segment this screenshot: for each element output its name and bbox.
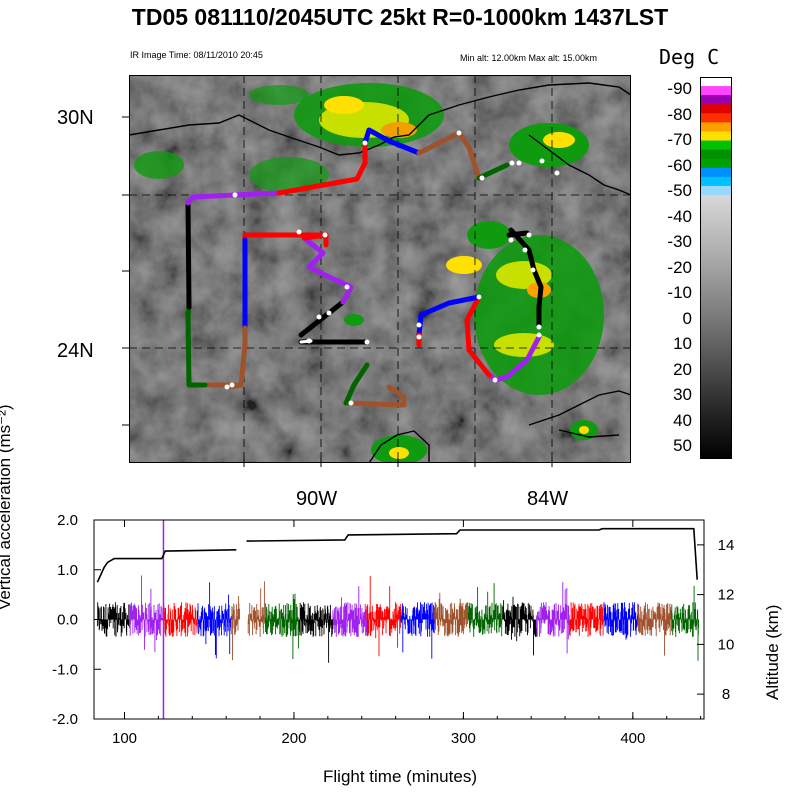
colorbar-tick-label: 10 <box>673 334 692 353</box>
acceleration-segment <box>501 596 537 656</box>
acceleration-segment <box>637 602 673 656</box>
colorbar-swatch <box>700 104 731 114</box>
lon-label-84w: 84W <box>527 488 569 510</box>
colorbar-tick-label: -30 <box>667 232 692 251</box>
colorbar-tick-label: 40 <box>673 410 692 430</box>
image-time-label: IR Image Time: 08/11/2010 20:45 <box>130 50 263 60</box>
y-left-tick-label: -2.0 <box>52 711 78 728</box>
colorbar-tick-label: 30 <box>673 385 692 404</box>
colorbar-tick-label: 0 <box>682 308 692 328</box>
coastlines <box>129 82 631 463</box>
colorbar-swatch <box>700 86 731 96</box>
y-right-tick-label: 10 <box>718 636 735 653</box>
colorbar-swatch <box>700 122 731 133</box>
lon-label-90w: 90W <box>296 488 338 510</box>
acceleration-segment <box>96 602 130 637</box>
map-ticks <box>122 116 553 467</box>
colorbar-swatch <box>700 167 731 178</box>
altitude-line <box>96 549 237 583</box>
colorbar-swatch <box>700 185 731 196</box>
dropsonde-points <box>224 130 560 406</box>
altitude-range-label: Min alt: 12.00km Max alt: 15.00km <box>460 53 598 63</box>
y-right-tick-label: 8 <box>722 686 730 703</box>
colorbar-tick-label: -50 <box>667 181 692 200</box>
x-axis-label: Flight time (minutes) <box>323 767 477 786</box>
acceleration-segment <box>671 585 700 661</box>
acceleration-segment <box>298 602 334 663</box>
colorbar-title: Deg C <box>659 45 720 69</box>
colorbar-swatch <box>700 131 731 142</box>
colorbar-tick-label: 50 <box>673 436 692 455</box>
colorbar-swatch <box>700 95 731 105</box>
plot-frame <box>93 519 705 720</box>
acceleration-segment <box>163 602 198 637</box>
y-left-tick-label: -1.0 <box>52 661 78 678</box>
acceleration-segment <box>400 602 435 659</box>
y-right-tick-label: 12 <box>718 587 735 604</box>
y-left-tick-label: 2.0 <box>57 512 78 529</box>
acceleration-segment <box>468 583 503 637</box>
map-border <box>129 75 631 463</box>
figure-title: TD05 081110/2045UTC 25kt R=0-1000km 1437… <box>131 4 669 30</box>
acceleration-segment <box>535 582 571 654</box>
x-tick-label: 300 <box>451 730 476 747</box>
x-tick-label: 200 <box>281 730 306 747</box>
satellite-map <box>129 75 631 463</box>
colorbar-swatch <box>700 113 731 123</box>
colorbar-swatch <box>700 176 731 187</box>
altitude-line <box>246 527 698 580</box>
acceleration-segment <box>434 592 469 637</box>
y-left-tick-label: 0.0 <box>57 612 78 629</box>
acceleration-segment <box>603 602 639 640</box>
colorbar-tick-label: -20 <box>667 257 692 277</box>
acceleration-segment <box>569 602 605 637</box>
timeseries-chart: 100 200 300 400 2.0 1.0 0.0 -1.0 -2.0 14 12 10 8 <box>52 512 735 747</box>
colorbar-swatch <box>700 149 731 160</box>
acceleration-segment <box>247 581 266 637</box>
acceleration-segment <box>366 576 402 657</box>
acceleration-segment <box>129 575 164 653</box>
y-axis-right-label: Altitude (km) <box>763 604 782 700</box>
x-tick-label: 100 <box>112 730 137 747</box>
colorbar-tick-label: -70 <box>667 130 692 149</box>
colorbar-tick-label: -10 <box>667 283 692 302</box>
y-left-tick-label: 1.0 <box>57 562 78 579</box>
x-tick-label: 400 <box>620 730 645 747</box>
colorbar-tick-label: -80 <box>667 104 692 124</box>
acceleration-segment <box>332 586 368 637</box>
acceleration-segment <box>230 596 240 661</box>
lat-label-30n: 30N <box>57 107 94 129</box>
colorbar-tick-label: -60 <box>667 155 692 175</box>
y-axis-left-label: Vertical acceleration (ms⁻²) <box>0 404 14 610</box>
colorbar-tick-label: -90 <box>667 79 692 98</box>
y-right-tick-label: 14 <box>718 537 735 554</box>
acceleration-segment <box>196 582 232 659</box>
colorbar-swatch <box>700 140 731 151</box>
lat-label-24n: 24N <box>57 340 94 362</box>
colorbar-tick-label: 20 <box>673 359 692 379</box>
colorbar-swatch <box>700 77 731 87</box>
acceleration-segment <box>264 593 300 660</box>
colorbar-swatch <box>700 158 731 169</box>
colorbar <box>700 77 732 459</box>
colorbar-tick-label: -40 <box>667 206 692 226</box>
